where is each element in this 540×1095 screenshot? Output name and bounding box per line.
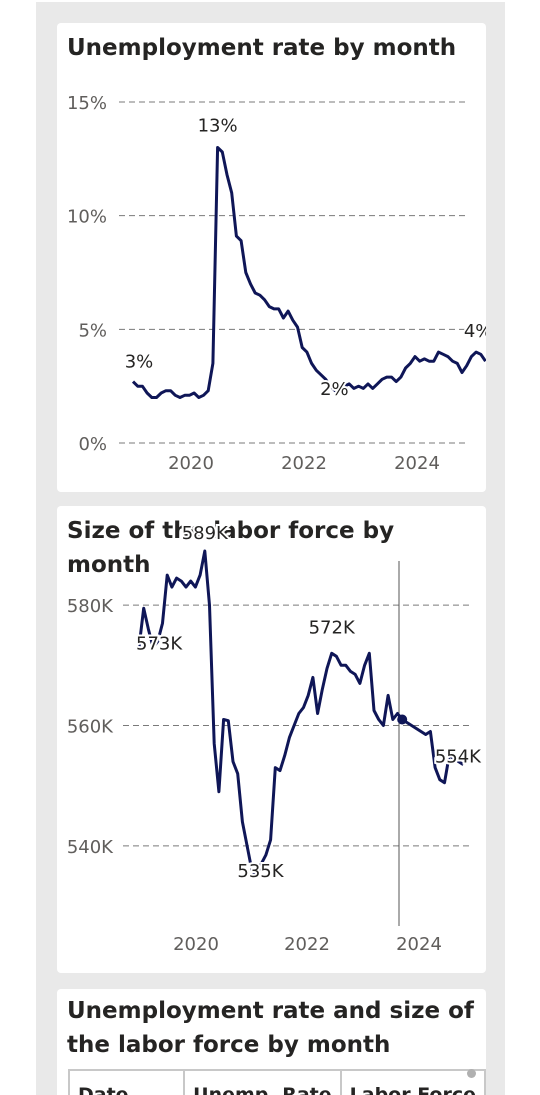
- laborforce-data-label: 573K: [136, 633, 183, 654]
- column-header-date[interactable]: Date: [67, 1069, 186, 1095]
- laborforce-x-tick-label: 2024: [396, 934, 442, 955]
- column-header-unemp-rate[interactable]: Unemp. Rate: [183, 1069, 342, 1095]
- unemployment-data-label: 4%: [464, 321, 486, 342]
- unemployment-rate-chart[interactable]: 0% 5% 10% 15% 2020 2022 2024 3% 13% 2% 4%: [57, 23, 486, 492]
- laborforce-x-tick-label: 2020: [173, 934, 219, 955]
- column-header-labor-force[interactable]: Labor Force: [339, 1069, 486, 1095]
- laborforce-series-line: [137, 549, 465, 878]
- laborforce-y-tick-label: 560K: [67, 717, 114, 738]
- table-title-line-1: Unemployment rate and size of: [67, 998, 474, 1024]
- table-header-row: Date Unemp. Rate Labor Force: [67, 1069, 486, 1095]
- labor-force-chart-title: Size of the labor force by month: [67, 518, 395, 578]
- unemployment-y-tick-label: 15%: [67, 93, 107, 114]
- laborforce-data-label: 589K: [182, 523, 229, 544]
- scrollbar-handle[interactable]: [467, 1069, 476, 1078]
- table-title-line-2: the labor force by month: [67, 1032, 391, 1058]
- unemployment-data-label: 3%: [125, 352, 154, 373]
- labor-force-chart[interactable]: 540K 560K 580K 2020 2022 2024 573K 589K 535K 572K…: [57, 506, 486, 973]
- unemployment-data-label: 13%: [198, 115, 238, 136]
- unemployment-x-tick-label: 2024: [394, 453, 440, 474]
- unemployment-data-label: 2%: [320, 379, 349, 400]
- labor-force-card[interactable]: Size of the labor force by month 540K 560…: [57, 506, 486, 973]
- unemployment-x-tick-label: 2022: [281, 453, 327, 474]
- unemployment-series-line: [131, 146, 486, 399]
- laborforce-y-tick-label: 580K: [67, 596, 114, 617]
- unemployment-y-tick-label: 10%: [67, 207, 107, 228]
- unemployment-table-card[interactable]: Unemployment rate and size of the labor …: [57, 989, 486, 1095]
- laborforce-y-tick-label: 540K: [67, 837, 114, 858]
- unemployment-y-tick-label: 5%: [78, 320, 107, 341]
- table-title: Unemployment rate and size of the labor …: [67, 994, 476, 1062]
- unemployment-x-tick-label: 2020: [168, 453, 214, 474]
- laborforce-data-label: 554K: [435, 747, 482, 768]
- laborforce-x-tick-label: 2022: [284, 934, 330, 955]
- unemployment-chart-title: Unemployment rate by month: [67, 35, 457, 61]
- laborforce-highlight-point: [397, 714, 408, 725]
- laborforce-data-label: 535K: [237, 861, 284, 882]
- unemployment-y-tick-label: 0%: [78, 434, 107, 455]
- data-table[interactable]: Date Unemp. Rate Labor Force: [67, 1069, 486, 1095]
- unemployment-rate-card[interactable]: Unemployment rate by month 0% 5% 10% 15% 202…: [57, 23, 486, 492]
- laborforce-data-label: 572K: [309, 617, 356, 638]
